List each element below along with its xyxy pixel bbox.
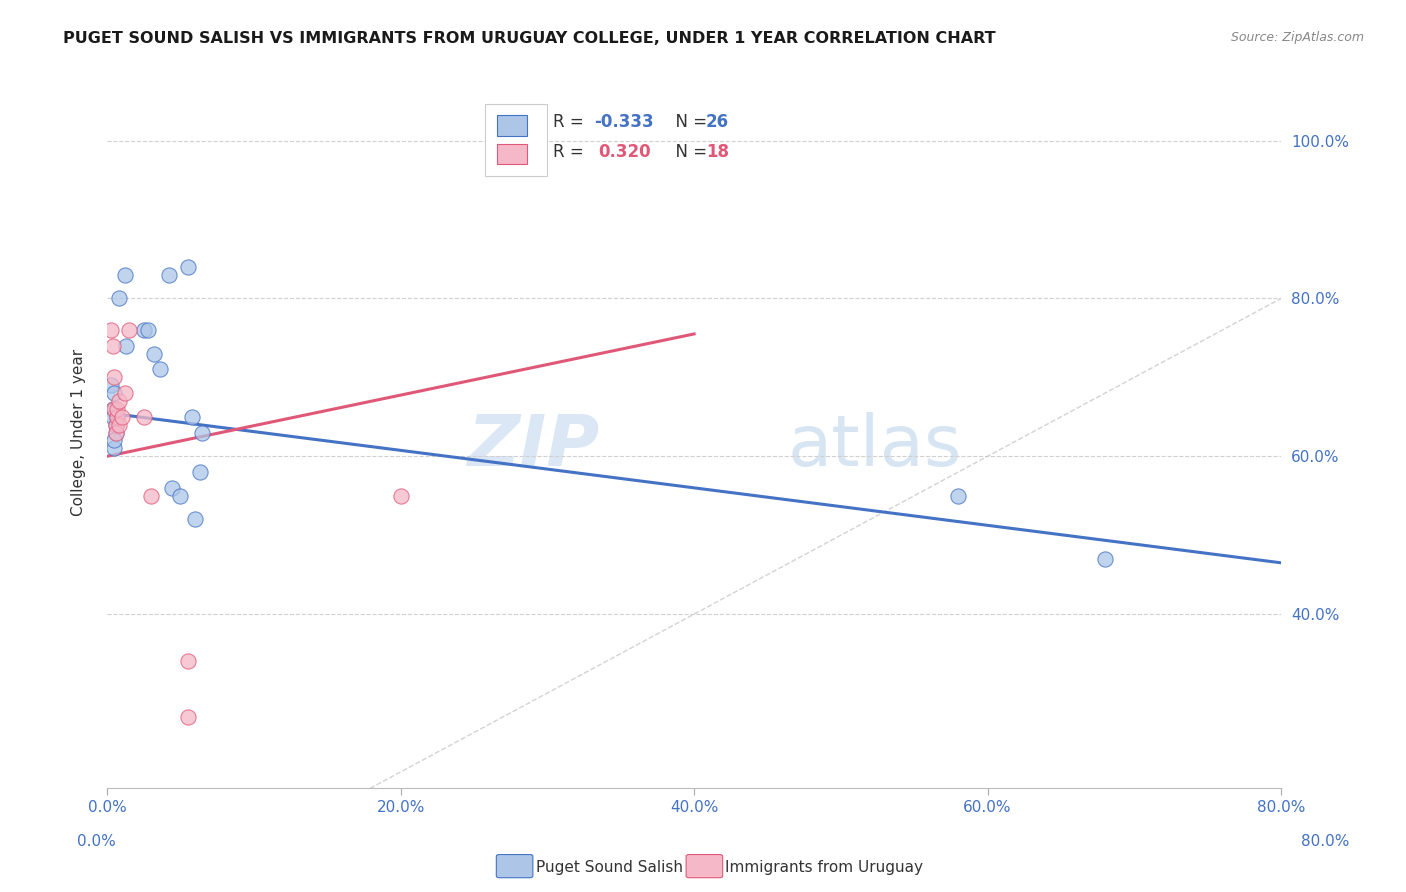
Point xyxy=(101,339,124,353)
Point xyxy=(108,394,131,409)
Point xyxy=(105,409,128,424)
Text: Source: ZipAtlas.com: Source: ZipAtlas.com xyxy=(1230,31,1364,45)
Point xyxy=(118,323,141,337)
Point xyxy=(115,339,138,353)
Point xyxy=(103,442,125,456)
Text: atlas: atlas xyxy=(787,412,962,482)
Point xyxy=(136,323,159,337)
Point xyxy=(188,465,211,479)
Text: -0.333: -0.333 xyxy=(595,113,654,131)
Point xyxy=(149,362,172,376)
Point xyxy=(177,260,200,274)
Point xyxy=(191,425,214,440)
Point xyxy=(104,417,127,432)
Point xyxy=(139,489,162,503)
Legend: , : , xyxy=(485,103,547,176)
Text: PUGET SOUND SALISH VS IMMIGRANTS FROM URUGUAY COLLEGE, UNDER 1 YEAR CORRELATION : PUGET SOUND SALISH VS IMMIGRANTS FROM UR… xyxy=(63,31,995,46)
Point xyxy=(1094,552,1116,566)
Point xyxy=(948,489,970,503)
Point xyxy=(108,292,131,306)
Point xyxy=(114,268,136,282)
Point xyxy=(143,346,166,360)
Text: 18: 18 xyxy=(706,144,728,161)
Text: ZIP: ZIP xyxy=(468,412,600,482)
Point xyxy=(169,489,191,503)
Point xyxy=(101,409,124,424)
Point xyxy=(177,710,200,724)
Text: Immigrants from Uruguay: Immigrants from Uruguay xyxy=(725,860,924,874)
Point xyxy=(389,489,412,503)
Point xyxy=(132,323,155,337)
Point xyxy=(157,268,180,282)
Point xyxy=(105,401,128,416)
Text: 80.0%: 80.0% xyxy=(1302,834,1350,849)
Point xyxy=(101,401,124,416)
Point xyxy=(100,323,122,337)
Text: 0.320: 0.320 xyxy=(598,144,651,161)
Text: 26: 26 xyxy=(706,113,728,131)
Point xyxy=(105,409,128,424)
Point xyxy=(114,386,136,401)
Text: 0.0%: 0.0% xyxy=(77,834,117,849)
Text: R =: R = xyxy=(553,113,589,131)
Y-axis label: College, Under 1 year: College, Under 1 year xyxy=(72,349,86,516)
Point xyxy=(100,378,122,392)
Text: N =: N = xyxy=(665,113,711,131)
Point xyxy=(108,417,131,432)
Point xyxy=(103,370,125,384)
Point xyxy=(177,655,200,669)
Point xyxy=(104,425,127,440)
Point xyxy=(103,434,125,448)
Point xyxy=(103,401,125,416)
Point xyxy=(181,409,204,424)
Point xyxy=(111,409,134,424)
Point xyxy=(160,481,183,495)
Point xyxy=(132,409,155,424)
Text: N =: N = xyxy=(665,144,711,161)
Text: R =: R = xyxy=(553,144,595,161)
Text: Puget Sound Salish: Puget Sound Salish xyxy=(536,860,683,874)
Point xyxy=(104,425,127,440)
Point xyxy=(103,386,125,401)
Point xyxy=(104,417,127,432)
Point xyxy=(184,512,207,526)
